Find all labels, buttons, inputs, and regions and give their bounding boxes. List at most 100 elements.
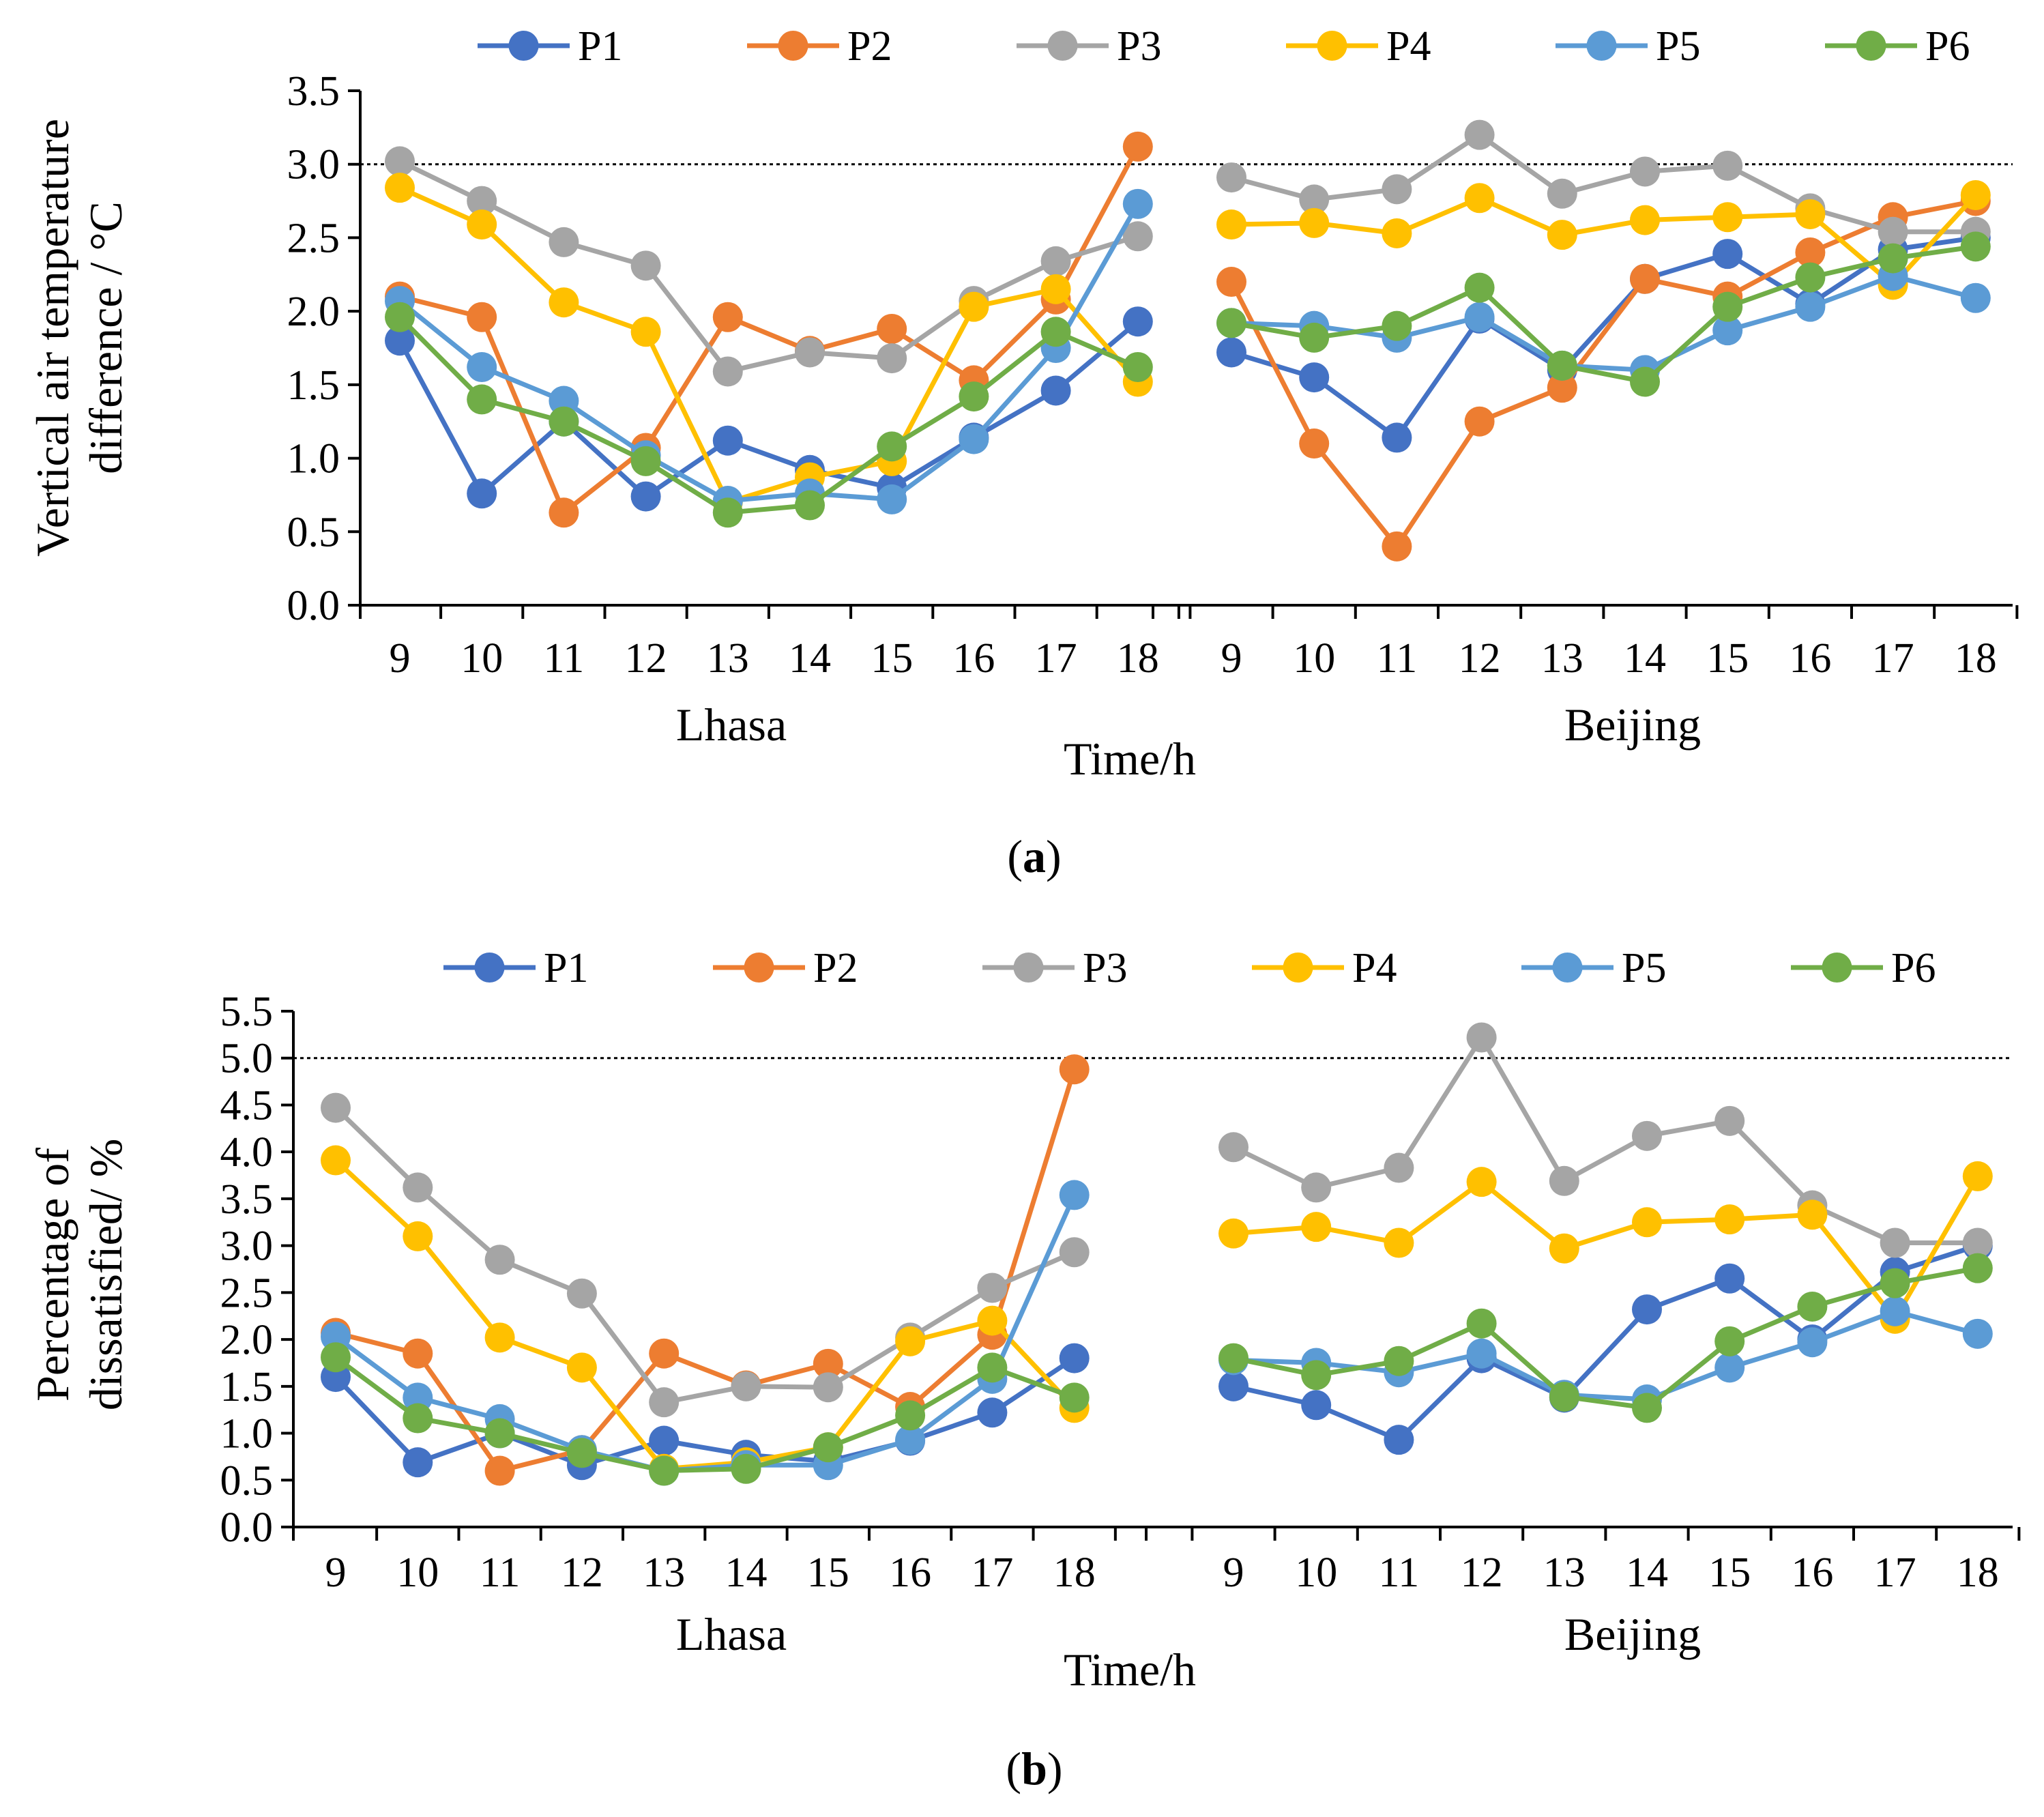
data-point-P6-lhasa-12 [630,446,661,476]
group-label-lhasa-b: Lhasa [676,1608,787,1660]
series-line-P2-beijing [1229,199,1976,549]
data-point-P3-beijing-15 [1712,150,1743,181]
x-tick-label-beijing: 13 [1543,1550,1586,1596]
data-point-P6-lhasa-14 [795,490,825,521]
data-point-P6-lhasa-12 [566,1438,597,1468]
data-point-P6-beijing-15 [1712,291,1743,322]
data-point-P2-beijing-11 [1382,531,1412,562]
series-line-P3-beijing [1232,1034,1978,1246]
data-point-P3-lhasa-18 [1059,1237,1090,1268]
data-point-P3-beijing-13 [1547,178,1577,209]
data-point-P5-lhasa-9 [321,1321,351,1352]
data-point-P5-beijing-15 [1712,315,1743,346]
series-line-P6-beijing [1231,244,1976,385]
y-tick-label: 3.0 [220,1223,274,1270]
y-axis-title-a: Vertical air temperature difference / °C [27,119,132,557]
data-point-P3-lhasa-10 [403,1172,433,1203]
legend-marker [1822,953,1852,983]
series-line-P4-beijing [1233,1175,1980,1322]
legend-label: P1 [544,945,588,991]
data-point-P2-beijing-12 [1464,406,1495,437]
x-tick-label-beijing: 15 [1708,1550,1751,1596]
legend-item-P4: P4 [1286,23,1431,70]
data-point-P2-lhasa-18 [1122,131,1153,162]
plot-area-b: 0.00.51.01.52.02.53.03.54.04.55.05.5 9 10 1… [220,989,2021,1596]
data-point-P4-beijing-18 [1960,179,1991,210]
data-point-P6-lhasa-11 [549,406,579,437]
x-tick-label-beijing: 9 [1223,1550,1244,1596]
data-point-P4-beijing-14 [1630,205,1660,235]
legend-marker [1283,953,1313,983]
y-tick-label: 0.5 [220,1457,274,1504]
data-point-P3-lhasa-15 [877,343,907,374]
y-tick-label: 0.0 [287,583,340,629]
legend-item-P2: P2 [747,23,892,70]
legend-item-P1: P1 [478,23,622,70]
legend-marker [474,953,505,983]
y-tick-label: 5.5 [220,989,274,1035]
data-point-P5-beijing-12 [1466,1338,1497,1369]
data-point-P6-beijing-9 [1216,308,1246,338]
data-point-P6-beijing-16 [1795,262,1826,293]
x-tick-label-beijing: 12 [1459,635,1501,682]
y-tick-label: 2.5 [287,215,340,261]
data-point-P1-lhasa-13 [712,425,743,456]
data-point-P3-beijing-9 [1218,1132,1249,1163]
x-tick-label-lhasa: 11 [544,635,585,682]
x-tick-label-lhasa: 16 [952,635,995,682]
data-point-P2-lhasa-11 [549,497,579,528]
data-point-P1-beijing-9 [1218,1371,1249,1401]
data-point-P6-beijing-12 [1464,272,1495,303]
y-axis-title-b: Percentage of dissatisfied/ % [27,1139,132,1411]
x-tick-label-lhasa: 15 [871,635,913,682]
data-point-P4-beijing-10 [1301,1212,1332,1242]
data-point-P4-lhasa-9 [321,1145,351,1176]
data-point-P5-lhasa-18 [1122,188,1153,219]
data-point-P3-lhasa-17 [977,1273,1008,1303]
data-point-P6-lhasa-16 [895,1400,926,1431]
data-point-P5-lhasa-10 [467,352,497,383]
x-tick-label-lhasa: 11 [480,1550,521,1596]
x-tick-label-lhasa: 17 [1035,635,1077,682]
series-line-P1-beijing [1230,235,1976,440]
data-point-P1-beijing-15 [1712,239,1743,270]
data-point-P4-beijing-15 [1714,1204,1745,1235]
data-point-P2-lhasa-15 [877,313,907,344]
data-point-P6-beijing-10 [1299,322,1330,353]
data-point-P6-lhasa-10 [403,1403,433,1434]
x-tick-label-beijing: 11 [1377,635,1418,682]
data-point-P1-beijing-11 [1384,1425,1414,1455]
legend-label: P6 [1891,945,1936,991]
data-point-P1-beijing-9 [1216,337,1246,368]
y-tick-label: 2.5 [220,1270,274,1316]
x-axis-title-b: Time/h [1064,1644,1196,1696]
legend-label: P2 [847,23,892,70]
data-point-P3-beijing-9 [1216,162,1246,193]
legend-marker [1047,31,1078,61]
data-point-P4-beijing-18 [1962,1161,1993,1191]
data-point-P3-beijing-14 [1632,1120,1662,1151]
data-point-P2-beijing-16 [1795,237,1826,267]
x-tick-label-lhasa: 10 [396,1550,439,1596]
series-P4 [321,1145,1993,1484]
data-point-P4-beijing-12 [1466,1167,1497,1197]
data-point-P4-beijing-11 [1382,218,1412,248]
data-point-P4-beijing-11 [1384,1227,1414,1258]
y-tick-label: 5.0 [220,1036,274,1082]
legend-item-P6: P6 [1791,945,1936,991]
legend-marker [1856,31,1886,61]
data-point-P6-beijing-14 [1632,1393,1662,1423]
data-point-P3-lhasa-15 [813,1372,843,1403]
data-point-P2-lhasa-10 [467,302,497,332]
data-point-P3-beijing-12 [1466,1022,1497,1053]
data-point-P5-lhasa-11 [549,386,579,416]
x-tick-label-beijing: 17 [1872,635,1914,682]
legend-marker [778,31,808,61]
data-point-P3-beijing-12 [1464,119,1495,150]
data-point-P1-lhasa-12 [630,481,661,512]
group-label-beijing-a: Beijing [1564,699,1701,751]
x-tick-label-beijing: 15 [1706,635,1749,682]
y-axis-title-a-line1: Vertical air temperature [27,119,78,557]
legend-marker [508,31,539,61]
data-point-P6-beijing-14 [1630,366,1660,397]
